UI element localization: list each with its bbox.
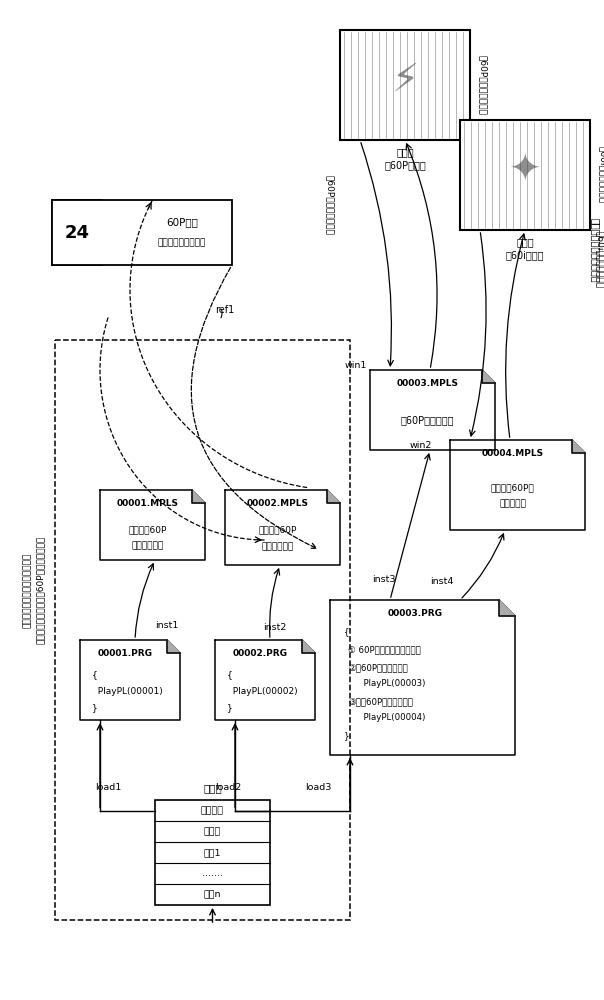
Text: 00001.PRG: 00001.PRG xyxy=(97,650,152,658)
Text: 索引表: 索引表 xyxy=(203,783,222,793)
Text: 在哪个播放器中都一定被再现，: 在哪个播放器中都一定被再现， xyxy=(22,552,31,628)
Text: 从程序参照系统参数: 从程序参照系统参数 xyxy=(158,238,206,247)
Bar xyxy=(55,340,350,920)
Text: 最初播放: 最初播放 xyxy=(201,806,224,815)
Text: （60P再现路径）: （60P再现路径） xyxy=(400,415,454,425)
Text: ✦: ✦ xyxy=(509,151,541,189)
Text: 标题1: 标题1 xyxy=(204,848,221,857)
Text: ref1: ref1 xyxy=(215,305,234,315)
Text: （60i记录）: （60i记录） xyxy=(506,250,544,260)
Text: {: { xyxy=(344,628,350,637)
Polygon shape xyxy=(192,490,205,503)
Text: （不包括60P: （不包括60P xyxy=(259,526,297,534)
Polygon shape xyxy=(167,640,180,653)
Text: }: } xyxy=(227,704,233,712)
Polygon shape xyxy=(302,640,315,653)
Text: 的再现路径）: 的再现路径） xyxy=(132,542,164,550)
Text: ① 60P能力的存在与否判定: ① 60P能力的存在与否判定 xyxy=(348,646,421,654)
Text: （不包括60P的: （不包括60P的 xyxy=(490,484,535,492)
Bar xyxy=(52,200,232,265)
Text: 以60P再现的画面示意: 以60P再现的画面示意 xyxy=(478,55,487,115)
Text: {: { xyxy=(92,670,98,680)
Text: 以60i再现的画面示意: 以60i再现的画面示意 xyxy=(596,231,604,289)
Text: 标题n: 标题n xyxy=(204,890,221,899)
Text: 00001.MPLS: 00001.MPLS xyxy=(117,499,179,508)
Text: 24: 24 xyxy=(65,224,89,241)
Text: 顶菜单: 顶菜单 xyxy=(204,827,221,836)
Text: load3: load3 xyxy=(305,784,332,792)
Text: 文化节: 文化节 xyxy=(516,237,534,247)
Text: win2: win2 xyxy=(410,440,432,450)
Text: PlayPL(00003): PlayPL(00003) xyxy=(358,680,425,688)
Bar xyxy=(52,200,102,265)
Polygon shape xyxy=(327,490,340,503)
Polygon shape xyxy=(499,600,515,616)
Text: {: { xyxy=(227,670,233,680)
Text: （60P记录）: （60P记录） xyxy=(384,160,426,170)
Polygon shape xyxy=(572,440,585,453)
Text: PlayPL(00002): PlayPL(00002) xyxy=(227,688,298,696)
Text: PlayPL(00001): PlayPL(00001) xyxy=(92,688,162,696)
Bar xyxy=(155,800,270,905)
Text: 00004.MPLS: 00004.MPLS xyxy=(481,450,544,458)
Text: .......: ....... xyxy=(202,869,223,878)
Text: 00002.MPLS: 00002.MPLS xyxy=(246,499,309,508)
Text: 以60P再现的画面示意: 以60P再现的画面示意 xyxy=(326,175,335,235)
Polygon shape xyxy=(462,122,588,228)
Text: inst2: inst2 xyxy=(263,624,286,633)
Text: 60P能力: 60P能力 xyxy=(166,218,198,228)
Text: ③没有60P能力的情况下: ③没有60P能力的情况下 xyxy=(348,698,413,706)
Text: load2: load2 xyxy=(215,784,241,792)
Text: 播放器变量（系统参数）: 播放器变量（系统参数） xyxy=(590,218,600,282)
Text: PlayPL(00004): PlayPL(00004) xyxy=(358,714,425,722)
Text: inst1: inst1 xyxy=(155,620,178,630)
Text: ②有60P能力的情况下: ②有60P能力的情况下 xyxy=(348,664,408,672)
Text: ⚡: ⚡ xyxy=(391,61,419,99)
Text: （不包括60P: （不包括60P xyxy=(128,526,167,534)
Text: 所以优先选通过不包括60P的播放列表构成: 所以优先选通过不包括60P的播放列表构成 xyxy=(36,536,45,644)
Polygon shape xyxy=(482,370,495,383)
Text: }: } xyxy=(344,732,350,740)
Text: }: } xyxy=(92,704,98,712)
Text: 00003.MPLS: 00003.MPLS xyxy=(396,379,458,388)
Bar xyxy=(340,30,470,140)
Bar xyxy=(460,120,590,230)
Text: inst3: inst3 xyxy=(372,576,396,584)
Text: 的再现路径）: 的再现路径） xyxy=(262,542,294,552)
Text: 运动会: 运动会 xyxy=(396,147,414,157)
Text: inst4: inst4 xyxy=(430,578,454,586)
Text: load1: load1 xyxy=(95,784,121,792)
Text: 00003.PRG: 00003.PRG xyxy=(388,609,443,618)
Text: 00002.PRG: 00002.PRG xyxy=(233,650,288,658)
Polygon shape xyxy=(342,32,468,138)
Text: 以60i再现的画面示意: 以60i再现的画面示意 xyxy=(598,146,604,204)
Text: win1: win1 xyxy=(345,360,367,369)
Text: 再现路径）: 再现路径） xyxy=(499,499,526,508)
